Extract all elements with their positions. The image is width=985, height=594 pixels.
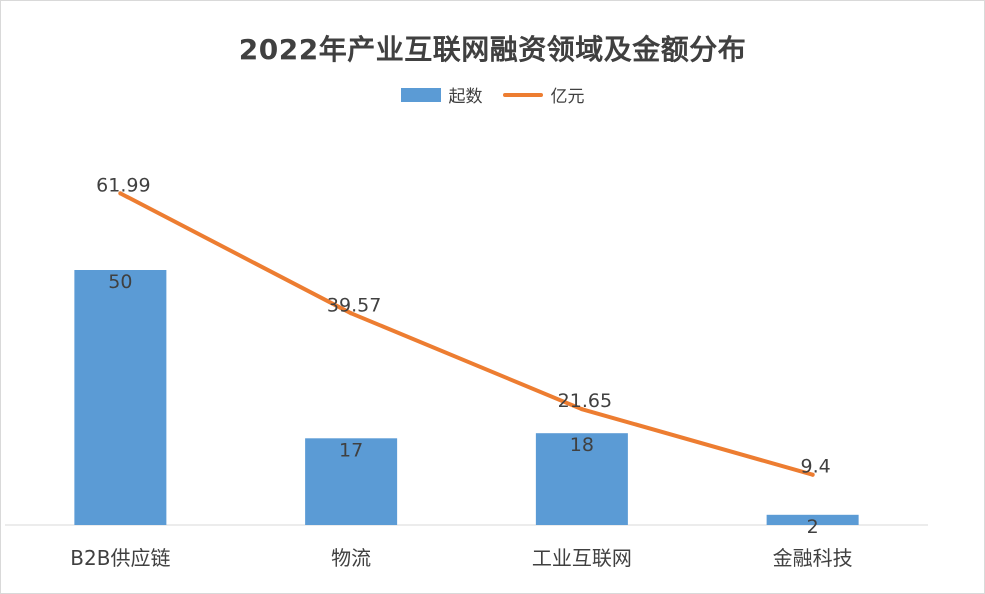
- line-data-label: 39.57: [327, 294, 381, 316]
- line-point: [118, 191, 123, 196]
- line-series: [118, 191, 815, 477]
- bar-data-label: 50: [108, 271, 132, 293]
- x-tick-label: 工业互联网: [532, 546, 632, 570]
- chart-legend: 起数 亿元: [0, 82, 985, 107]
- chart-title: 2022年产业互联网融资领域及金额分布: [238, 33, 747, 66]
- bar-data-label: 18: [570, 434, 594, 456]
- line-point: [349, 311, 354, 316]
- line-point: [810, 472, 815, 477]
- legend-label-line: 亿元: [550, 87, 585, 107]
- legend-label-bar: 起数: [448, 87, 483, 107]
- line-data-label: 21.65: [558, 390, 612, 412]
- legend-swatch-line: [502, 92, 543, 97]
- x-tick-label: B2B供应链: [70, 546, 170, 570]
- legend-item-bar: 起数: [400, 82, 483, 107]
- bar: [535, 433, 628, 525]
- bar: [766, 514, 859, 525]
- legend-item-line: 亿元: [502, 82, 585, 107]
- legend-swatch-bar: [400, 87, 441, 102]
- x-tick-label: 物流: [331, 546, 371, 570]
- bar: [305, 438, 398, 525]
- bar: [74, 270, 167, 525]
- line-data-label: 9.4: [801, 456, 831, 478]
- line-data-label: 61.99: [96, 174, 150, 196]
- line-point: [579, 407, 584, 412]
- bar-data-label: 2: [807, 516, 819, 538]
- x-tick-label: 金融科技: [773, 546, 853, 570]
- bar-data-label: 17: [339, 439, 363, 461]
